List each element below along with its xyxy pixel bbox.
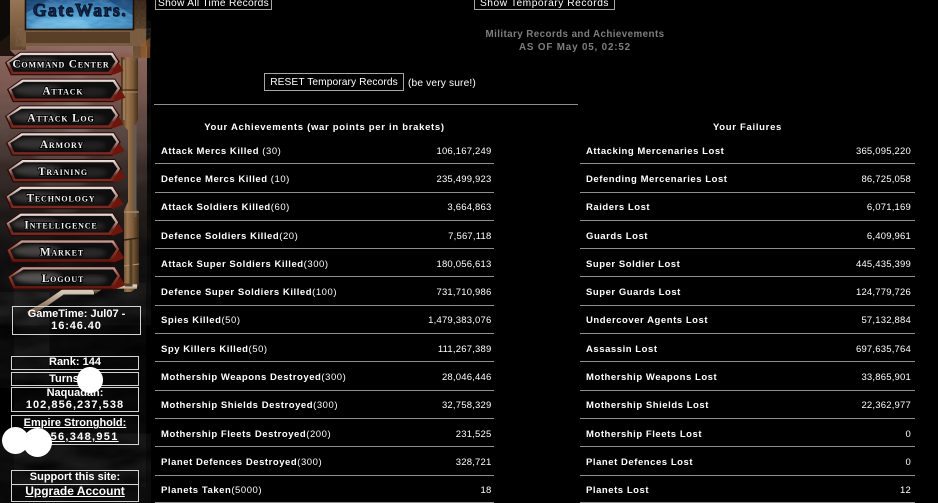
svg-text:Attack: Attack [42,86,83,98]
svg-text:Training: Training [38,166,88,178]
svg-text:Logout: Logout [42,273,84,285]
svg-text:GateWars.: GateWars. [33,1,128,21]
svg-text:Armory: Armory [40,139,84,151]
svg-text:Technology: Technology [27,193,96,205]
svg-text:Command Center: Command Center [12,59,109,71]
svg-text:GateWars.: GateWars. [33,0,128,20]
svg-text:Market: Market [40,246,84,258]
svg-text:Attack Log: Attack Log [27,112,94,124]
svg-text:Intelligence: Intelligence [24,220,97,232]
